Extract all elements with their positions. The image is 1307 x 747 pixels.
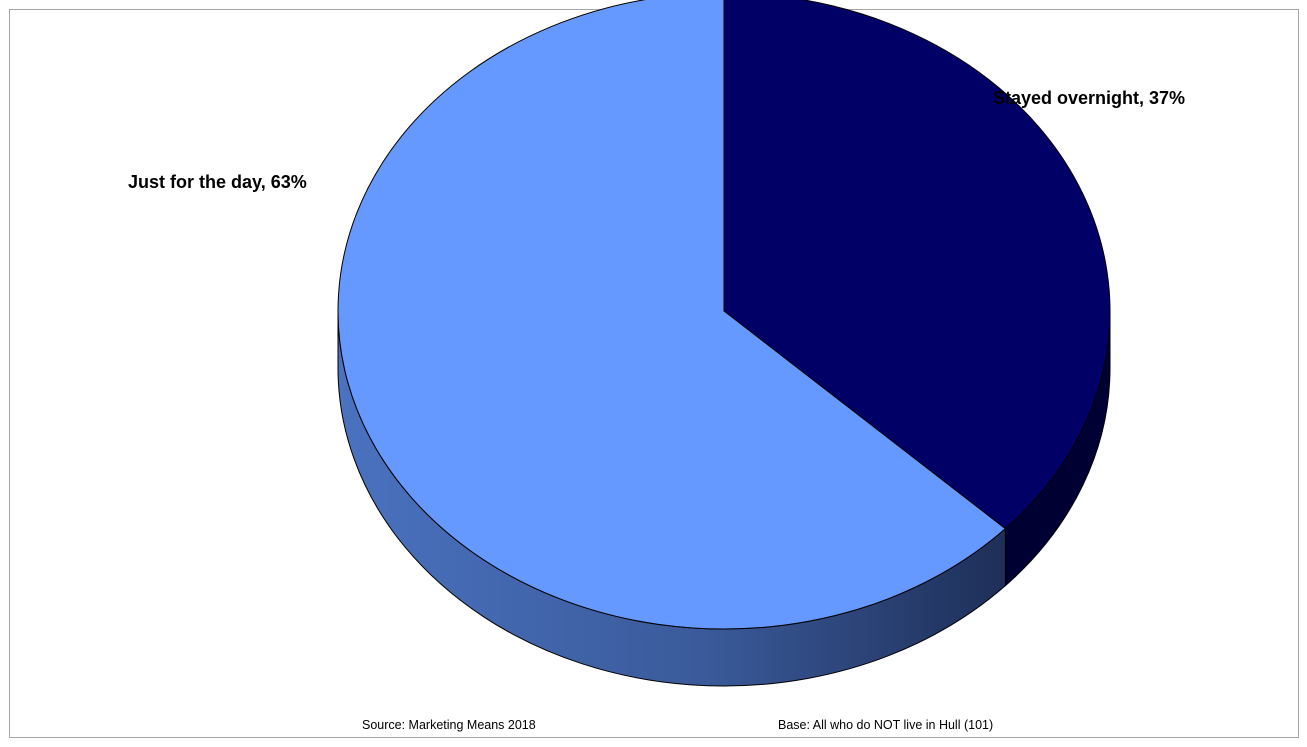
data-label-stayed-overnight: Stayed overnight, 37%	[993, 88, 1185, 108]
pie-slice-just-for-the-day	[337, 0, 1007, 630]
base-note: Base: All who do NOT live in Hull (101)	[778, 718, 994, 732]
data-label-just-for-the-day: Just for the day, 63%	[128, 172, 307, 192]
source-note: Source: Marketing Means 2018	[362, 718, 536, 732]
pie-slice-stayed-overnight	[723, 0, 1111, 530]
